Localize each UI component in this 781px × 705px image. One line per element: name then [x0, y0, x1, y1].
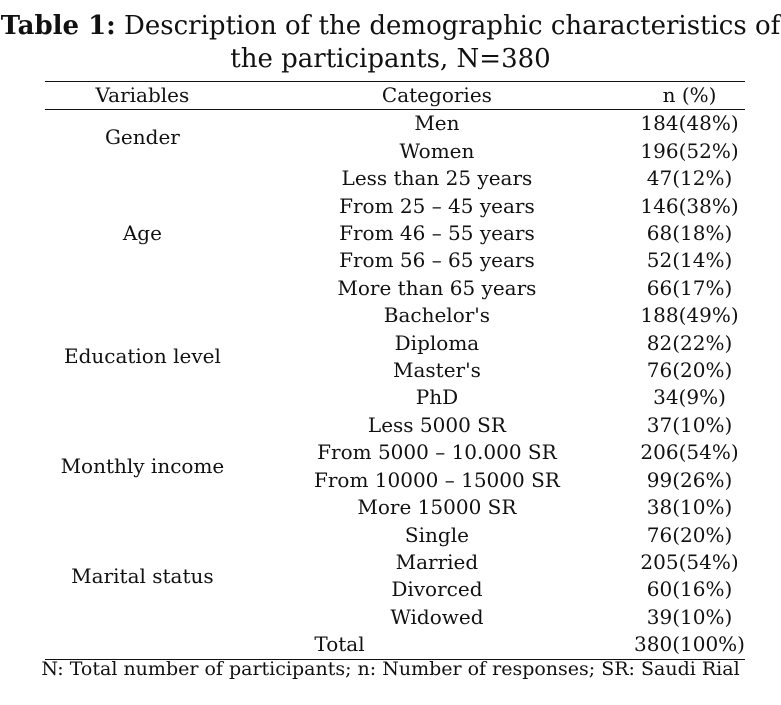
- caption-title-part-2: the participants, N=380: [230, 44, 551, 74]
- variable-cell: Monthly income: [60, 453, 225, 478]
- value-cell: 66(17%): [646, 275, 733, 300]
- category-cell: From 25 – 45 years: [339, 193, 535, 218]
- table-row: From 56 – 65 years 52(14%): [45, 247, 745, 274]
- table-row: Widowed 39(10%): [45, 604, 745, 631]
- category-cell: Women: [399, 138, 475, 163]
- value-cell: 205(54%): [640, 549, 739, 574]
- value-cell: 76(20%): [646, 522, 733, 547]
- table-row: Diploma 82(22%): [45, 330, 745, 357]
- table-body: Gender Men 184(48%) Women 196(52%) Age Less th…: [45, 110, 745, 660]
- value-cell: 146(38%): [640, 193, 739, 218]
- category-cell: From 46 – 55 years: [339, 221, 535, 246]
- table-row: Gender Men 184(48%): [45, 110, 745, 149]
- table-row: Monthly income Less 5000 SR 37(10%): [45, 412, 745, 478]
- table-row: Women 196(52%): [45, 138, 745, 165]
- demographics-table: Variables Categories n (%) Gender Men 184(…: [45, 81, 745, 660]
- table-row: More than 65 years 66(17%): [45, 275, 745, 302]
- table-footnote: N: Total number of participants; n: Numb…: [41, 658, 740, 680]
- variable-cell: Age: [122, 221, 162, 246]
- category-cell: Single: [404, 522, 469, 547]
- value-cell: 188(49%): [640, 303, 739, 328]
- category-cell: From 56 – 65 years: [339, 248, 535, 273]
- value-cell: 34(9%): [653, 385, 726, 410]
- table-row: Master's 76(20%): [45, 357, 745, 384]
- table-row: More 15000 SR 38(10%): [45, 494, 745, 521]
- header-n-percent: n (%): [662, 83, 717, 107]
- category-cell: More 15000 SR: [357, 495, 517, 520]
- table-row: From 46 – 55 years 68(18%): [45, 220, 745, 247]
- category-cell: Less 5000 SR: [367, 412, 506, 437]
- category-cell: Diploma: [394, 330, 480, 355]
- category-cell: Divorced: [391, 577, 483, 602]
- value-cell: 99(26%): [646, 467, 733, 492]
- category-cell: Married: [395, 549, 479, 574]
- category-cell: Widowed: [390, 604, 484, 629]
- total-value: 380(100%): [634, 632, 745, 657]
- header-categories: Categories: [381, 83, 492, 107]
- value-cell: 76(20%): [646, 358, 733, 383]
- caption-line-1: Table 1: Description of the demographic …: [0, 10, 781, 43]
- category-cell: More than 65 years: [337, 275, 537, 300]
- value-cell: 196(52%): [640, 138, 739, 163]
- table-caption: Table 1: Description of the demographic …: [0, 10, 781, 76]
- table-row: From 5000 – 10.000 SR 206(54%): [45, 439, 745, 466]
- table-row: PhD 34(9%): [45, 384, 745, 411]
- value-cell: 184(48%): [640, 111, 739, 136]
- value-cell: 68(18%): [646, 221, 733, 246]
- header-row: Variables Categories n (%): [45, 81, 745, 110]
- value-cell: 206(54%): [640, 440, 739, 465]
- total-row: Total 380(100%): [45, 631, 745, 660]
- value-cell: 82(22%): [646, 330, 733, 355]
- variable-cell: Gender: [104, 125, 180, 150]
- category-cell: Less than 25 years: [341, 166, 533, 191]
- value-cell: 52(14%): [646, 248, 733, 273]
- value-cell: 37(10%): [646, 412, 733, 437]
- table-row: From 25 – 45 years 146(38%): [45, 193, 745, 220]
- total-label: Total: [314, 632, 365, 657]
- category-cell: From 10000 – 15000 SR: [313, 467, 560, 492]
- value-cell: 47(12%): [646, 166, 733, 191]
- category-cell: Master's: [392, 358, 481, 383]
- variable-cell: Marital status: [71, 563, 214, 588]
- value-cell: 60(16%): [646, 577, 733, 602]
- header-variables: Variables: [95, 83, 190, 107]
- table-row: Age Less than 25 years 47(12%): [45, 165, 745, 245]
- value-cell: 38(10%): [646, 495, 733, 520]
- category-cell: PhD: [415, 385, 459, 410]
- variable-cell: Education level: [63, 344, 221, 369]
- category-cell: From 5000 – 10.000 SR: [317, 440, 557, 465]
- category-cell: Bachelor's: [383, 303, 491, 328]
- value-cell: 39(10%): [646, 604, 733, 629]
- table-row: Divorced 60(16%): [45, 576, 745, 603]
- table-row: Marital status Single 76(20%): [45, 522, 745, 588]
- caption-title-part-1: Description of the demographic character…: [115, 11, 781, 41]
- table-row: Married 205(54%): [45, 549, 745, 576]
- table-row: Education level Bachelor's 188(49%): [45, 302, 745, 368]
- category-cell: Men: [414, 111, 460, 136]
- caption-label: Table 1:: [0, 11, 116, 41]
- table-row: From 10000 – 15000 SR 99(26%): [45, 467, 745, 494]
